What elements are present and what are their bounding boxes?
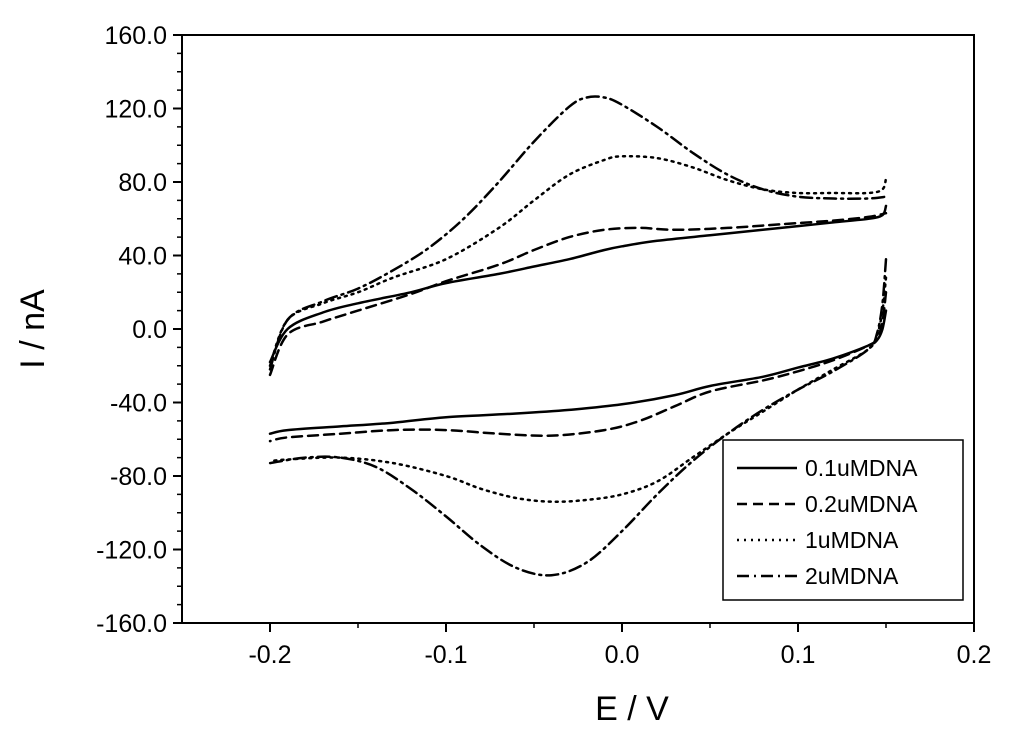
y-tick-label: -80.0	[110, 463, 167, 491]
ticks	[173, 34, 975, 632]
series-line-2-forward	[268, 211, 888, 377]
x-axis-title: E / V	[595, 690, 669, 728]
legend: 0.1uMDNA 0.2uMDNA 1uMDNA 2uMDNA	[722, 439, 964, 601]
series-line-4-reverse	[268, 257, 888, 577]
series-line-3-forward	[268, 154, 888, 368]
y-tick-label: 80.0	[118, 169, 167, 197]
x-tick-label: 0.2	[957, 641, 992, 669]
y-tick-label: 120.0	[104, 96, 167, 124]
y-tick-label: 160.0	[104, 22, 167, 50]
legend-label-4: 2uMDNA	[805, 563, 899, 589]
legend-label-1: 0.1uMDNA	[805, 455, 918, 481]
legend-label-3: 1uMDNA	[805, 527, 899, 553]
y-tick-label: -120.0	[96, 537, 167, 565]
y-tick-label: 0.0	[132, 316, 167, 344]
legend-box	[722, 439, 964, 601]
legend-label-2: 0.2uMDNA	[805, 491, 918, 517]
x-tick-label: -0.1	[424, 641, 467, 669]
x-tick-label: -0.2	[248, 641, 291, 669]
x-tick-label: 0.1	[781, 641, 816, 669]
series-line-4-forward	[268, 95, 888, 371]
series-line-2-reverse	[268, 291, 888, 443]
x-tick-label: 0.0	[605, 641, 640, 669]
y-tick-label: 40.0	[118, 243, 167, 271]
y-tick-label: -40.0	[110, 390, 167, 418]
series-line-1-forward	[268, 204, 888, 364]
series-curves	[268, 95, 888, 577]
y-axis-title: I / nA	[14, 289, 52, 369]
tick-labels: -0.2 -0.1 0.0 0.1 0.2 -160.0 -120.0 -80.0 -40.0 0…	[96, 22, 991, 669]
y-tick-label: -160.0	[96, 610, 167, 638]
